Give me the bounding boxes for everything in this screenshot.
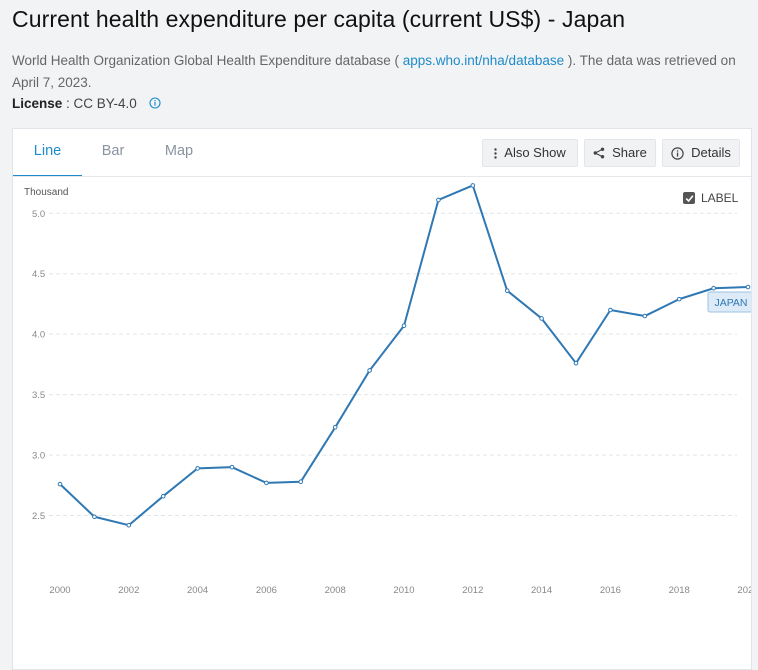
y-tick-label: 3.5 (32, 390, 45, 401)
info-icon[interactable] (149, 97, 161, 112)
x-tick-label: 2008 (325, 585, 346, 596)
y-tick-label: 3.0 (32, 451, 45, 462)
also-show-button[interactable]: Also Show (482, 139, 578, 167)
license-line: License : CC BY-4.0 (12, 96, 161, 112)
data-point (57, 481, 63, 487)
y-tick-label: 4.5 (32, 269, 45, 280)
y-axis-label: Thousand (24, 187, 68, 198)
data-point (676, 296, 682, 302)
data-point (401, 323, 407, 329)
label-toggle[interactable]: LABEL (683, 191, 738, 205)
y-tick-label: 2.5 (32, 511, 45, 522)
source-link[interactable]: apps.who.int/nha/database (402, 53, 565, 68)
x-tick-label: 2020 (737, 585, 751, 596)
x-tick-label: 2006 (256, 585, 277, 596)
x-tick-label: 2000 (49, 585, 70, 596)
data-point (436, 197, 441, 203)
data-point (195, 466, 200, 471)
series-line-japan (59, 184, 749, 527)
license-value: : CC BY-4.0 (62, 96, 137, 111)
source-suffix: ). The data was retrieved on April 7, 20… (12, 53, 736, 90)
data-point (298, 479, 304, 484)
source-text: World Health Organization Global Health … (12, 50, 750, 94)
share-button[interactable]: Share (584, 139, 656, 167)
info-circle-icon (671, 146, 684, 160)
data-point (470, 183, 476, 188)
details-label: Details (691, 145, 731, 160)
data-point (264, 480, 269, 486)
checkmark-icon (685, 194, 694, 202)
license-label: License (12, 96, 63, 111)
data-point (642, 313, 648, 319)
data-point (332, 424, 338, 430)
series-label: JAPAN (714, 297, 747, 309)
data-point (504, 288, 510, 293)
data-point (711, 285, 716, 291)
x-tick-label: 2010 (393, 585, 414, 596)
x-tick-label: 2018 (669, 585, 690, 596)
details-button[interactable]: Details (662, 139, 740, 167)
data-point (92, 514, 97, 520)
series-label-box (707, 291, 751, 313)
page: Current health expenditure per capita (c… (12, 6, 752, 670)
x-tick-label: 2012 (462, 585, 483, 596)
data-point (367, 368, 372, 373)
data-point (608, 307, 613, 313)
label-toggle-text: LABEL (701, 191, 739, 205)
data-point (229, 464, 235, 470)
y-tick-label: 5.0 (32, 209, 45, 220)
source-prefix: World Health Organization Global Health … (12, 53, 403, 68)
share-label: Share (612, 145, 647, 160)
x-tick-label: 2014 (531, 585, 552, 596)
data-point (745, 284, 751, 290)
data-point (126, 522, 132, 528)
page-title: Current health expenditure per capita (c… (12, 6, 626, 32)
chart-card: Line Bar Map Also Show Share Details LAB… (12, 128, 752, 670)
x-tick-label: 2004 (187, 585, 208, 596)
data-point (160, 493, 166, 499)
line-chart: Thousand 2.5 3.0 3.5 4.0 4.5 5.0 2000 2002 2004 20… (24, 183, 751, 596)
label-checkbox[interactable] (683, 192, 695, 204)
x-tick-label: 2016 (600, 585, 621, 596)
vertical-dots-icon (494, 147, 497, 159)
data-point (539, 316, 544, 321)
tab-map[interactable]: Map (164, 143, 194, 159)
also-show-label: Also Show (504, 145, 566, 160)
tab-divider (13, 176, 751, 177)
y-tick-label: 4.0 (32, 330, 45, 341)
x-tick-label: 2002 (118, 585, 139, 596)
data-point (573, 360, 579, 366)
tab-bar[interactable]: Bar (101, 143, 125, 159)
share-icon (593, 147, 605, 159)
